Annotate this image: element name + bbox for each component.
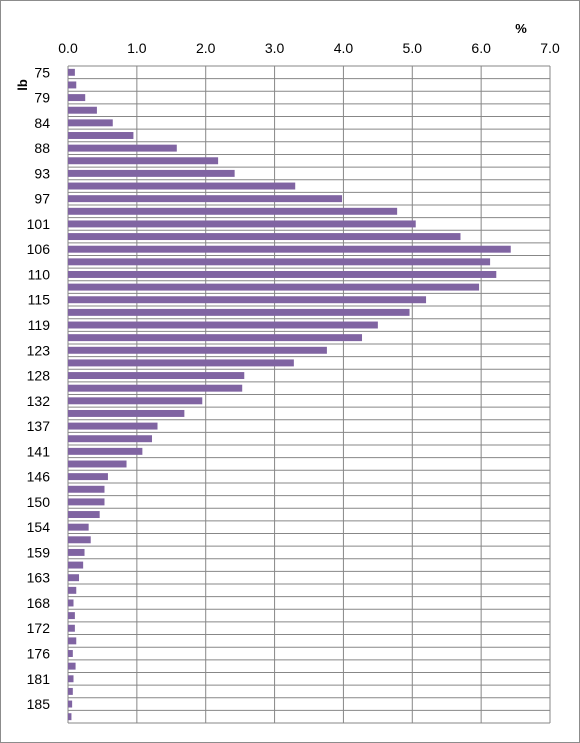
bar bbox=[68, 409, 185, 417]
bar bbox=[68, 372, 245, 380]
y-tick-label: 88 bbox=[34, 140, 50, 156]
y-tick-label: 132 bbox=[27, 393, 51, 409]
y-tick-label: 159 bbox=[27, 544, 51, 560]
y-tick-label: 110 bbox=[28, 266, 51, 282]
bar bbox=[68, 662, 76, 670]
y-tick-label: 137 bbox=[27, 418, 51, 434]
y-tick-label: 93 bbox=[34, 165, 50, 181]
bar bbox=[68, 435, 153, 443]
bar bbox=[68, 119, 113, 127]
bar bbox=[68, 548, 85, 556]
y-tick-label: 146 bbox=[27, 469, 51, 485]
bar bbox=[68, 624, 75, 632]
bar bbox=[68, 283, 480, 291]
y-tick-label: 128 bbox=[27, 368, 51, 384]
bar bbox=[68, 384, 243, 392]
bar bbox=[68, 144, 177, 152]
bar bbox=[68, 498, 105, 506]
bar bbox=[68, 270, 497, 278]
y-tick-label: 123 bbox=[27, 342, 51, 358]
bar bbox=[68, 422, 158, 430]
bar bbox=[68, 447, 143, 455]
bar bbox=[68, 321, 378, 329]
bar bbox=[68, 94, 86, 102]
x-tick-label: 0.0 bbox=[58, 40, 78, 56]
y-tick-label: 106 bbox=[27, 241, 51, 257]
y-tick-label: 154 bbox=[27, 519, 51, 535]
bar bbox=[68, 81, 77, 89]
x-tick-label: 2.0 bbox=[196, 40, 216, 56]
bar bbox=[68, 308, 410, 316]
bar bbox=[68, 700, 73, 708]
y-tick-label: 181 bbox=[27, 671, 51, 687]
bar bbox=[68, 561, 84, 569]
y-tick-label: 97 bbox=[34, 191, 50, 207]
bars bbox=[68, 68, 511, 721]
y-tick-label: 84 bbox=[34, 115, 50, 131]
bar bbox=[68, 346, 327, 354]
bar bbox=[68, 169, 235, 177]
bar bbox=[68, 157, 219, 165]
bar bbox=[68, 713, 72, 721]
bar bbox=[68, 586, 77, 594]
y-axis-title: lb bbox=[15, 79, 30, 91]
bar bbox=[68, 675, 74, 683]
bar bbox=[68, 195, 343, 203]
y-tick-labels: 75 79 84 88 93 97 101 106 110 115 119 123 128 132 137 1… bbox=[27, 64, 51, 712]
bar bbox=[68, 612, 75, 620]
bar bbox=[68, 637, 77, 645]
bar bbox=[68, 182, 296, 190]
bar bbox=[68, 334, 363, 342]
y-tick-label: 163 bbox=[27, 570, 51, 586]
bar bbox=[68, 258, 491, 266]
y-tick-label: 141 bbox=[27, 443, 51, 459]
bar bbox=[68, 460, 127, 468]
bar bbox=[68, 536, 91, 544]
grid-lines bbox=[67, 65, 551, 724]
bar bbox=[68, 574, 80, 582]
bar bbox=[68, 207, 398, 215]
bar bbox=[68, 106, 97, 114]
bar bbox=[68, 359, 294, 367]
y-tick-label: 101 bbox=[27, 216, 51, 232]
bar bbox=[68, 220, 416, 228]
bar bbox=[68, 599, 74, 607]
bar bbox=[68, 687, 73, 695]
bar bbox=[68, 245, 511, 253]
bar bbox=[68, 296, 427, 304]
bar bbox=[68, 397, 203, 405]
x-tick-label: 7.0 bbox=[540, 40, 560, 56]
bar bbox=[68, 485, 105, 493]
x-tick-label: 4.0 bbox=[334, 40, 354, 56]
y-tick-label: 115 bbox=[28, 292, 51, 308]
y-tick-label: 150 bbox=[27, 494, 51, 510]
bar bbox=[68, 233, 461, 241]
y-tick-label: 75 bbox=[34, 64, 50, 80]
x-tick-label: 1.0 bbox=[127, 40, 147, 56]
y-tick-label: 185 bbox=[27, 696, 51, 712]
x-tick-label: 6.0 bbox=[471, 40, 491, 56]
y-tick-label: 176 bbox=[27, 646, 51, 662]
bar bbox=[68, 523, 89, 531]
x-axis-title: % bbox=[515, 21, 527, 36]
y-tick-label: 168 bbox=[27, 595, 51, 611]
x-tick-label: 3.0 bbox=[265, 40, 285, 56]
bar bbox=[68, 132, 134, 139]
bar bbox=[68, 68, 75, 76]
bar bbox=[68, 511, 100, 519]
x-tick-labels: 0.0 1.0 2.0 3.0 4.0 5.0 6.0 7.0 bbox=[58, 40, 560, 56]
x-tick-label: 5.0 bbox=[403, 40, 423, 56]
y-tick-label: 79 bbox=[34, 90, 50, 106]
y-tick-label: 172 bbox=[27, 620, 51, 636]
y-tick-label: 119 bbox=[28, 317, 51, 333]
bar bbox=[68, 650, 73, 657]
bar bbox=[68, 473, 108, 481]
